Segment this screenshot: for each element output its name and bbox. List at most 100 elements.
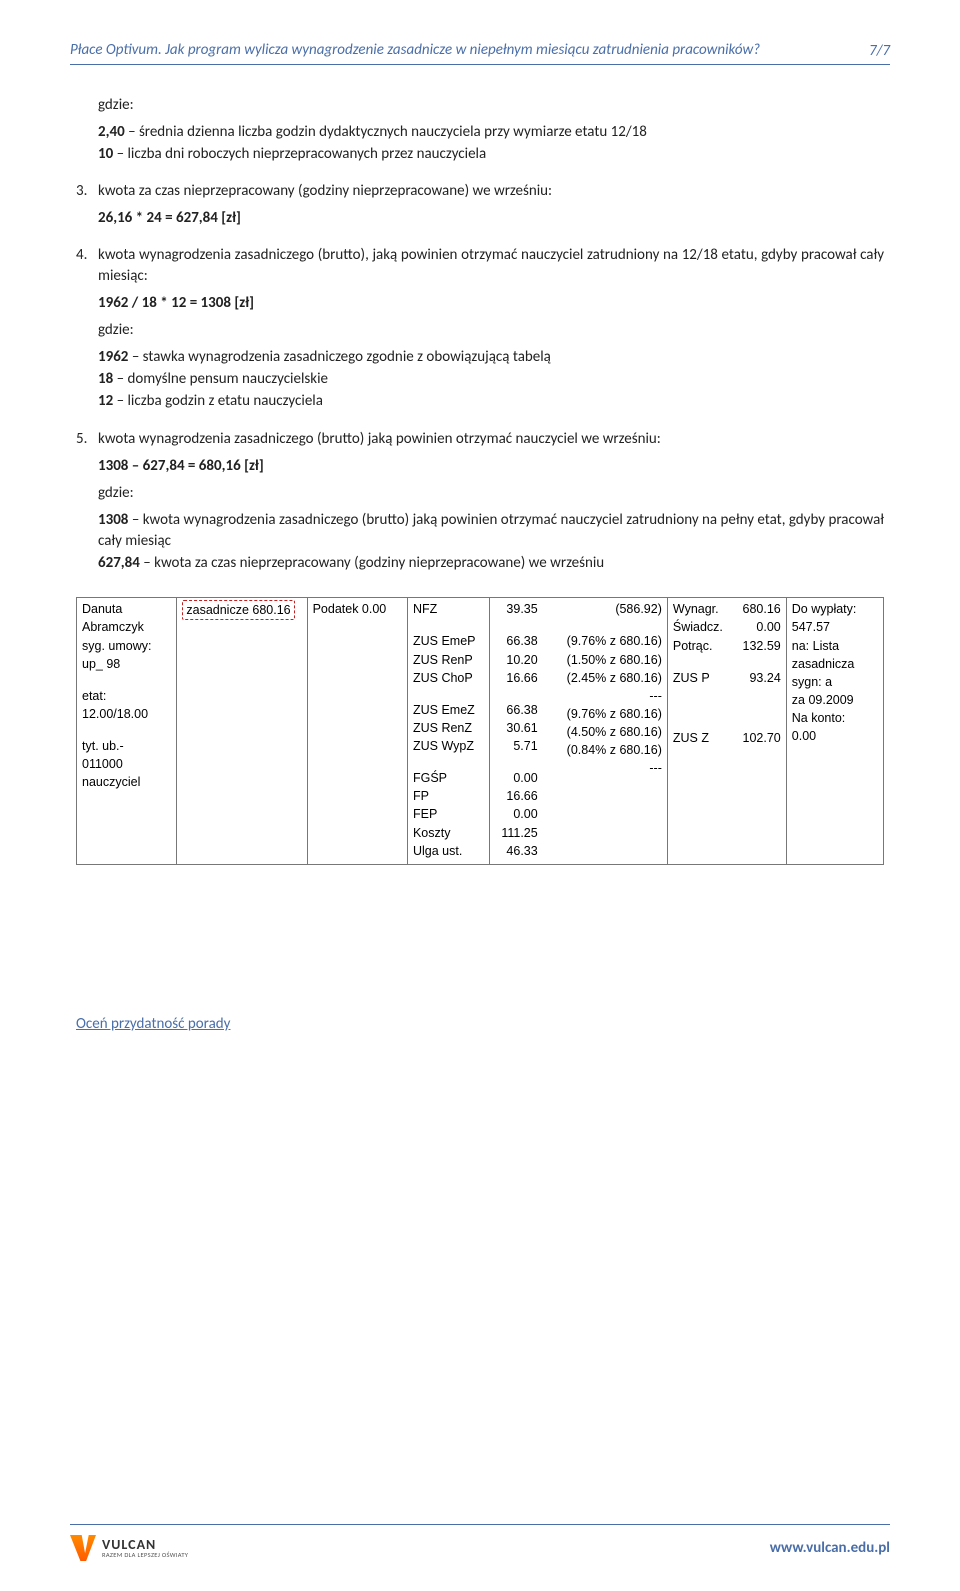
sum-row: Wynagr.: [673, 600, 726, 618]
rate-link[interactable]: Oceń przydatność porady: [76, 1015, 230, 1033]
col-payout: Do wypłaty: 547.57 na: Lista zasadnicza …: [786, 598, 883, 865]
item-4-sub3: 12 – liczba godzin z etatu nauczyciela: [98, 391, 884, 412]
payout-line: na: Lista zasadnicza: [792, 637, 878, 673]
col-summary-label: Wynagr. Świadcz. Potrąc. ZUS P ZUS Z: [667, 598, 731, 865]
zus-val: 5.71: [495, 737, 537, 755]
zus-val: 66.38: [495, 632, 537, 650]
sum-row: Potrąc.: [673, 637, 726, 655]
item-3: 3. kwota za czas nieprzepracowany (godzi…: [76, 181, 884, 229]
zus-val: 39.35: [495, 600, 537, 618]
item-number: 4.: [76, 245, 98, 413]
gdzie-label: gdzie:: [98, 95, 884, 116]
item-4: 4. kwota wynagrodzenia zasadniczego (bru…: [76, 245, 884, 413]
item-5-sub2: 627,84 – kwota za czas nieprzepracowany …: [98, 553, 884, 574]
intro-line-2: 10 – liczba dni roboczych nieprzepracowa…: [98, 144, 884, 165]
footer-url: www.vulcan.edu.pl: [770, 1539, 890, 1557]
zus-row: ZUS RenP: [413, 651, 484, 669]
col-zus-label: NFZ ZUS EmeP ZUS RenP ZUS ChoP ZUS EmeZ …: [407, 598, 489, 865]
zus-val: 16.66: [495, 787, 537, 805]
zus-row: FP: [413, 787, 484, 805]
zus-val: 66.38: [495, 701, 537, 719]
zus-row: NFZ: [413, 600, 484, 618]
item-4-formula: 1962 / 18 * 12 = 1308 [zł]: [98, 293, 884, 314]
syg-label: syg. umowy:: [82, 637, 171, 655]
zus-row: ZUS WypZ: [413, 737, 484, 755]
zus-row: FEP: [413, 805, 484, 823]
col-zus-pct: (586.92) (9.76% z 680.16) (1.50% z 680.1…: [543, 598, 668, 865]
zus-row: ZUS EmeP: [413, 632, 484, 650]
payout-line: 0.00: [792, 727, 878, 745]
zus-row: Koszty: [413, 824, 484, 842]
zus-val: 0.00: [495, 805, 537, 823]
zus-pct: (0.84% z 680.16): [548, 741, 662, 759]
document-content: gdzie: 2,40 – średnia dzienna liczba god…: [70, 95, 890, 1033]
item-4-sub1: 1962 – stawka wynagrodzenia zasadniczego…: [98, 347, 884, 368]
item-5-text: kwota wynagrodzenia zasadniczego (brutto…: [98, 429, 884, 450]
employee-name: Danuta Abramczyk: [82, 600, 171, 636]
syg-value: up_ 98: [82, 655, 171, 673]
col-podatek: Podatek 0.00: [307, 598, 407, 865]
etat-label: etat:: [82, 687, 171, 705]
page-header: Płace Optivum. Jak program wylicza wynag…: [70, 40, 890, 65]
zus-val: 0.00: [495, 769, 537, 787]
intro-block: gdzie: 2,40 – średnia dzienna liczba god…: [76, 95, 884, 165]
zus-val: 111.25: [495, 824, 537, 842]
col-summary-value: 680.16 0.00 132.59 93.24 102.70: [731, 598, 786, 865]
item-3-formula: 26,16 * 24 = 627,84 [zł]: [98, 208, 884, 229]
payout-line: sygn: a: [792, 673, 878, 691]
vulcan-logo: VULCAN RAZEM DLA LEPSZEJ OŚWIATY: [70, 1535, 188, 1561]
payroll-screenshot-table: Danuta Abramczyk syg. umowy: up_ 98 etat…: [76, 597, 884, 865]
zus-val: 10.20: [495, 651, 537, 669]
zus-row: ZUS ChoP: [413, 669, 484, 687]
zus-row: FGŚP: [413, 769, 484, 787]
payout-value: 547.57: [792, 618, 878, 636]
vulcan-logo-icon: [70, 1535, 96, 1561]
col-zus-value: 39.35 66.38 10.20 16.66 66.38 30.61 5.71…: [490, 598, 543, 865]
sum-val: 680.16: [736, 600, 780, 618]
zus-dash: ---: [548, 687, 662, 705]
zus-pct: (9.76% z 680.16): [548, 632, 662, 650]
zus-val: 30.61: [495, 719, 537, 737]
zus-val: 16.66: [495, 669, 537, 687]
sum-val: 93.24: [736, 669, 780, 687]
logo-main-text: VULCAN: [102, 1538, 188, 1552]
item-4-sub2: 18 – domyślne pensum nauczycielskie: [98, 369, 884, 390]
sum-row: ZUS P: [673, 669, 726, 687]
tyt-label: tyt. ub.-: [82, 737, 171, 755]
item-number: 5.: [76, 429, 98, 575]
item-5-formula: 1308 – 627,84 = 680,16 [zł]: [98, 456, 884, 477]
gdzie-label: gdzie:: [98, 483, 884, 504]
item-5: 5. kwota wynagrodzenia zasadniczego (bru…: [76, 429, 884, 575]
zus-val: 46.33: [495, 842, 537, 860]
sum-val: 132.59: [736, 637, 780, 655]
item-number: 3.: [76, 181, 98, 229]
sum-val: 0.00: [736, 618, 780, 636]
page-footer: VULCAN RAZEM DLA LEPSZEJ OŚWIATY www.vul…: [70, 1524, 890, 1561]
col-zasadnicze: zasadnicze 680.16: [177, 598, 307, 865]
header-page-number: 7/7: [857, 42, 890, 60]
role-value: nauczyciel: [82, 773, 171, 791]
sum-row: ZUS Z: [673, 729, 726, 747]
logo-sub-text: RAZEM DLA LEPSZEJ OŚWIATY: [102, 1552, 188, 1559]
item-4-text: kwota wynagrodzenia zasadniczego (brutto…: [98, 245, 884, 287]
payout-label: Do wypłaty:: [792, 600, 878, 618]
zus-pct: (4.50% z 680.16): [548, 723, 662, 741]
payout-line: Na konto:: [792, 709, 878, 727]
item-3-text: kwota za czas nieprzepracowany (godziny …: [98, 181, 884, 202]
zus-row: Ulga ust.: [413, 842, 484, 860]
item-5-sub1: 1308 – kwota wynagrodzenia zasadniczego …: [98, 510, 884, 552]
intro-line-1: 2,40 – średnia dzienna liczba godzin dyd…: [98, 122, 884, 143]
zus-row: ZUS RenZ: [413, 719, 484, 737]
header-title: Płace Optivum. Jak program wylicza wynag…: [70, 40, 760, 60]
podatek-value: Podatek 0.00: [313, 602, 387, 616]
sum-val: 102.70: [736, 729, 780, 747]
zasadnicze-highlight: zasadnicze 680.16: [182, 600, 294, 620]
tyt-value: 011000: [82, 755, 171, 773]
zus-pct: (1.50% z 680.16): [548, 651, 662, 669]
zus-dash: ---: [548, 759, 662, 777]
zus-pct: (586.92): [548, 600, 662, 618]
zus-pct: (2.45% z 680.16): [548, 669, 662, 687]
zus-pct: (9.76% z 680.16): [548, 705, 662, 723]
gdzie-label: gdzie:: [98, 320, 884, 341]
etat-value: 12.00/18.00: [82, 705, 171, 723]
